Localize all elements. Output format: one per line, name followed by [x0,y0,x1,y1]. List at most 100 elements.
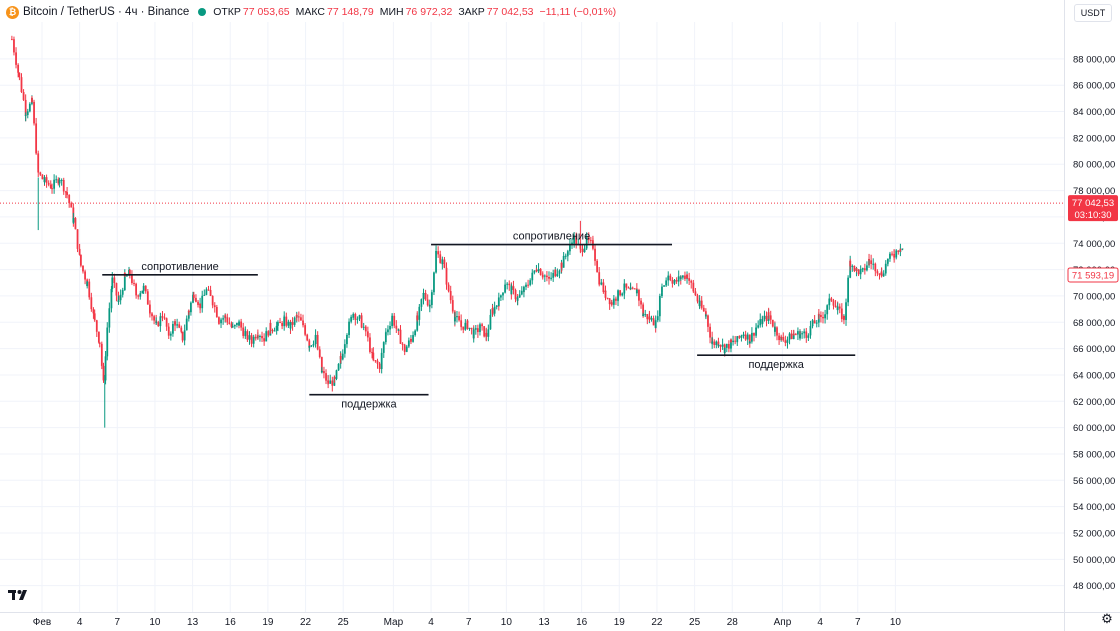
candle-body [569,244,571,252]
candle-body [121,290,124,295]
candle-body [98,342,101,344]
candle-body [704,315,707,317]
price-tick-label: 52 000,00 [1073,528,1115,539]
candle-body [617,290,619,299]
candle-body [794,334,797,336]
candle-body [458,316,460,321]
price-tick-label: 64 000,00 [1073,370,1115,381]
candle-body [744,334,747,340]
price-tick-label: 68 000,00 [1073,318,1115,329]
candle-body [527,284,529,286]
candle-body [508,283,511,286]
candle-body [541,276,544,278]
candle-body [304,325,307,335]
candle-body [263,339,266,342]
candle-body [502,292,504,296]
gear-icon[interactable]: ⚙ [1101,611,1113,626]
candle-body [661,286,663,293]
candle-body [479,328,481,333]
candle-body [822,316,824,319]
time-tick-label: 10 [501,617,513,628]
candle-body [211,295,214,304]
candle-body [331,380,334,386]
price-tick-label: 58 000,00 [1073,449,1115,460]
candle-body [548,277,550,279]
candle-body [250,341,253,344]
candle-body [596,260,599,273]
candle-body [86,281,89,287]
level-label: поддержка [748,359,804,371]
candle-body [41,174,44,180]
candle-body [397,329,400,331]
candle-body [600,282,603,285]
candle-body [807,335,810,338]
candle-body [615,298,617,301]
candle-body [504,284,506,286]
candle-body [579,248,582,250]
open-label: ОТКР [213,6,241,18]
candle-body [281,322,284,327]
candle-body [24,99,27,116]
candle-body [13,39,15,53]
candle-body [218,322,220,324]
candle-body [137,295,140,297]
candle-body [820,314,822,317]
candle-body [226,317,229,323]
candle-body [382,342,385,353]
candle-body [476,328,479,333]
candle-body [97,331,100,343]
candle-body [55,179,58,181]
candle-body [830,299,833,301]
symbol-legend: ₿ Bitcoin / TetherUS · 4ч · Binance ОТКР… [6,3,622,21]
candle-body [66,192,68,195]
time-tick-label: 28 [727,617,739,628]
candle-body [550,277,553,279]
candle-body [828,298,831,306]
candle-body [784,340,787,343]
candle-body [698,300,701,307]
candle-body [126,275,128,277]
candle-body [533,270,536,273]
candle-body [866,265,868,271]
candle-body [633,288,636,290]
candle-body [562,255,565,268]
candle-body [462,326,465,330]
candle-body [242,327,245,336]
candle-body [62,179,65,192]
candle-body [348,321,350,335]
candle-body [642,314,645,317]
candle-body [356,318,359,320]
candle-body [711,341,714,344]
candle-body [451,300,454,312]
tradingview-logo-icon[interactable] [8,587,32,603]
candle-body [792,333,795,340]
candle-body [449,291,452,301]
price-tick-label: 86 000,00 [1073,81,1115,92]
candle-body [648,316,651,320]
candle-body [456,316,458,318]
candle-body [244,331,247,334]
candle-body [31,97,33,102]
candle-body [149,312,151,314]
last-price-label: 77 042,53 [1072,198,1114,209]
price-tick-label: 48 000,00 [1073,581,1115,592]
candle-body [416,315,419,331]
candle-body [354,313,357,320]
candle-body [401,343,404,345]
candle-body [495,305,498,307]
time-tick-label: 16 [576,617,588,628]
candle-body [537,268,540,272]
candle-body [362,326,365,328]
candle-body [598,278,601,285]
candle-body [571,242,573,245]
candle-body [581,248,584,253]
candle-body [144,285,147,292]
candle-body [22,92,25,100]
candle-body [485,332,488,337]
candle-body [771,319,774,327]
symbol-title[interactable]: Bitcoin / TetherUS · 4ч · Binance [23,6,190,18]
level-label: сопротивление [141,261,218,273]
candle-body [371,351,373,353]
currency-selector[interactable]: USDT [1074,4,1112,22]
